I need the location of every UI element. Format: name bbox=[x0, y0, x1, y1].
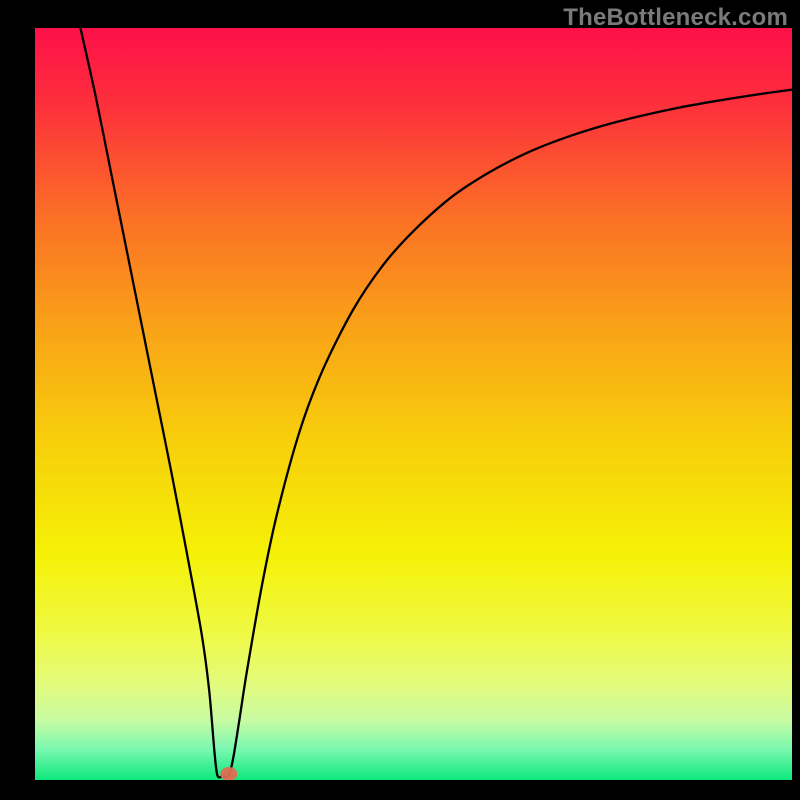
chart-frame: TheBottleneck.com bbox=[0, 0, 800, 800]
bottleneck-chart bbox=[35, 28, 792, 780]
plot-area bbox=[35, 28, 792, 780]
gradient-background bbox=[35, 28, 792, 780]
watermark-label: TheBottleneck.com bbox=[563, 4, 788, 32]
